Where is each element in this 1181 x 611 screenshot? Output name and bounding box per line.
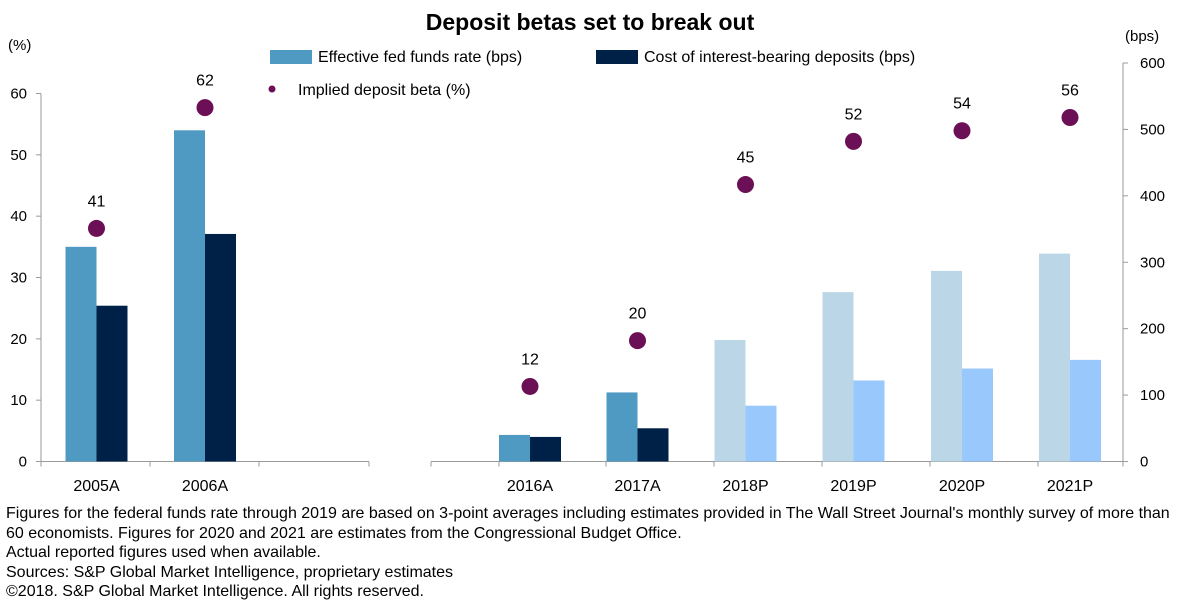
left-tick-label: 20 [10,331,27,348]
deposit-betas-chart: Deposit betas set to break out (%) (bps)… [8,9,1165,495]
right-tick-label: 600 [1140,55,1165,72]
legend-label-beta: Implied deposit beta (%) [298,82,471,99]
category-label: 2017A [614,478,661,495]
note-methodology: Figures for the federal funds rate throu… [6,505,1170,542]
left-axis-ticks: 0 10 20 30 40 50 60 [10,86,42,471]
beta-data-label: 12 [521,351,539,368]
category-label: 2018P [722,478,768,495]
beta-data-label: 41 [88,193,106,210]
plot-area: 41 2005A 62 2006A 12 2016A 20 2017A 45 2018P 52 201… [40,73,1124,495]
beta-point [737,176,754,194]
right-axis-ticks: 0 100 200 300 400 500 600 [1122,55,1165,471]
chart-title: Deposit betas set to break out [426,9,755,35]
fed-funds-bar [822,292,854,462]
right-tick-label: 0 [1140,454,1148,471]
fed-funds-bar [931,270,962,462]
right-tick-label: 200 [1140,321,1165,338]
category-label: 2020P [939,478,985,495]
left-tick-label: 30 [10,270,27,287]
deposit-cost-bar [96,305,128,462]
fed-funds-bar [174,130,205,462]
deposit-cost-bar [205,233,236,462]
deposit-cost-bar [962,368,993,462]
legend-label-deposit-cost: Cost of interest-bearing deposits (bps) [644,49,915,66]
deposit-cost-bar [853,380,885,462]
deposit-cost-bar [530,436,561,462]
beta-data-label: 20 [629,306,647,323]
note-copyright: ©2018. S&P Global Market Intelligence. A… [6,583,424,600]
category-label: 2006A [182,478,229,495]
right-tick-label: 300 [1140,254,1165,271]
left-axis-unit: (%) [8,37,31,54]
beta-point [953,122,971,140]
legend-swatch-fed-funds [270,50,312,64]
fed-funds-bar [65,246,97,462]
beta-data-label: 45 [737,150,755,167]
chart-notes: Figures for the federal funds rate throu… [6,504,1176,602]
legend-label-fed-funds: Effective fed funds rate (bps) [318,49,522,66]
deposit-cost-bar [1070,359,1101,462]
beta-point [629,332,646,350]
category-label: 2021P [1047,478,1093,495]
deposit-cost-bar [637,428,669,462]
fed-funds-bar [714,339,746,462]
left-tick-label: 0 [19,454,27,471]
beta-data-label: 52 [845,106,863,123]
note-sources: Sources: S&P Global Market Intelligence,… [6,563,454,581]
beta-point [1061,108,1079,126]
category-label: 2019P [830,478,876,495]
right-tick-label: 500 [1140,121,1165,138]
legend: Effective fed funds rate (bps) Cost of in… [268,49,915,99]
beta-point [845,132,862,150]
deposit-cost-bar [745,405,777,462]
right-tick-label: 100 [1140,387,1165,404]
beta-point [88,219,105,237]
fed-funds-bar [606,392,638,462]
note-actuals: Actual reported figures used when availa… [6,544,321,561]
right-tick-label: 400 [1140,188,1165,205]
right-axis-unit: (bps) [1125,28,1159,45]
legend-swatch-deposit-cost [596,50,638,64]
left-tick-label: 10 [10,392,27,409]
fed-funds-bar [499,434,530,462]
category-label: 2016A [507,478,554,495]
category-label: 2005A [73,478,120,495]
left-tick-label: 50 [10,147,27,164]
fed-funds-bar [1039,253,1070,462]
beta-data-label: 62 [196,73,214,90]
left-tick-label: 60 [10,86,27,103]
beta-data-label: 54 [953,96,971,113]
left-tick-label: 40 [10,208,27,225]
legend-marker-beta [268,85,276,93]
beta-data-label: 56 [1061,82,1079,99]
beta-point [196,99,214,117]
beta-point [521,377,539,395]
